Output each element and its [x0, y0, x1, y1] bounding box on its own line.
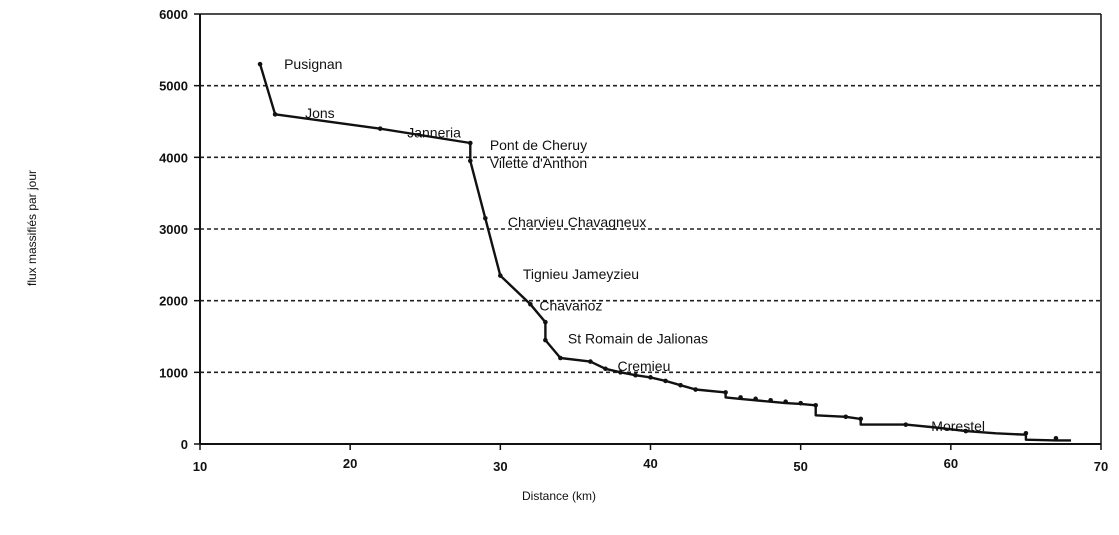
series-line-group: [258, 63, 1071, 442]
data-point: [1023, 430, 1029, 436]
y-tick-label: 5000: [159, 79, 188, 94]
data-point: [678, 382, 683, 388]
series-line: [258, 63, 1071, 442]
y-tick-label: 2000: [159, 294, 188, 309]
data-point: [468, 158, 473, 164]
data-point: [543, 319, 548, 325]
data-point: [663, 378, 668, 384]
annotation-label: Chavanoz: [539, 298, 602, 314]
data-point: [483, 215, 488, 221]
annotation-label: Pusignan: [284, 56, 342, 72]
y-tick-label: 0: [181, 437, 188, 452]
data-point: [603, 366, 608, 372]
data-point: [648, 375, 653, 380]
annotation-label: Tignieu Jameyzieu: [523, 266, 639, 282]
data-point: [377, 126, 383, 131]
data-point: [693, 387, 698, 392]
data-point: [858, 416, 864, 422]
y-tick-label: 6000: [159, 7, 188, 22]
data-point: [558, 355, 563, 361]
data-point: [633, 372, 638, 378]
annotation-label: Charvieu Chavagneux: [508, 214, 647, 230]
gridlines: [200, 84, 1101, 374]
data-point: [257, 61, 263, 67]
annotation-label: Vilette d'Anthon: [490, 155, 587, 171]
data-point: [798, 400, 803, 406]
y-tick-label: 3000: [159, 222, 188, 237]
annotation-label: Cremieu: [617, 358, 670, 374]
x-tick-label: 40: [643, 456, 657, 471]
y-tick-label: 4000: [159, 150, 188, 165]
data-point: [543, 337, 548, 343]
data-point: [468, 140, 473, 146]
data-point: [723, 390, 728, 395]
data-point: [1053, 435, 1059, 441]
data-point: [498, 273, 503, 278]
annotation-label: Morestel: [931, 418, 985, 434]
markers: [257, 61, 1059, 441]
data-point: [813, 403, 818, 408]
data-point: [963, 428, 969, 434]
data-point: [618, 370, 623, 375]
data-point: [272, 112, 278, 117]
data-point: [738, 395, 743, 400]
data-point: [753, 396, 758, 402]
annotations: Pusignan Jons Janneria Pont de Cheruy Vilett…: [284, 56, 985, 434]
annotation-label: Pont de Cheruy: [490, 137, 587, 153]
data-point: [528, 301, 533, 307]
data-point: [768, 397, 773, 403]
data-point: [783, 399, 788, 405]
y-axis: 0 1000 2000 3000 4000 5000 6000: [159, 7, 200, 452]
x-tick-label: 20: [343, 456, 357, 471]
y-tick-label: 1000: [159, 365, 188, 380]
data-point: [588, 359, 593, 364]
annotation-label: Jons: [305, 105, 335, 121]
x-tick-label: 30: [493, 459, 507, 474]
y-axis-title: flux massifiés par jour: [25, 170, 39, 286]
x-tick-label: 50: [793, 459, 807, 474]
x-tick-label: 70: [1094, 459, 1108, 474]
x-axis: 10 20 30 40 50 60 70: [193, 444, 1108, 474]
x-tick-label: 60: [944, 456, 958, 471]
x-tick-label: 10: [193, 459, 207, 474]
x-axis-title: Distance (km): [522, 489, 596, 503]
data-point: [903, 422, 909, 427]
annotation-label: St Romain de Jalionas: [568, 331, 708, 347]
annotation-label: Janneria: [407, 124, 461, 140]
data-point: [843, 414, 849, 420]
